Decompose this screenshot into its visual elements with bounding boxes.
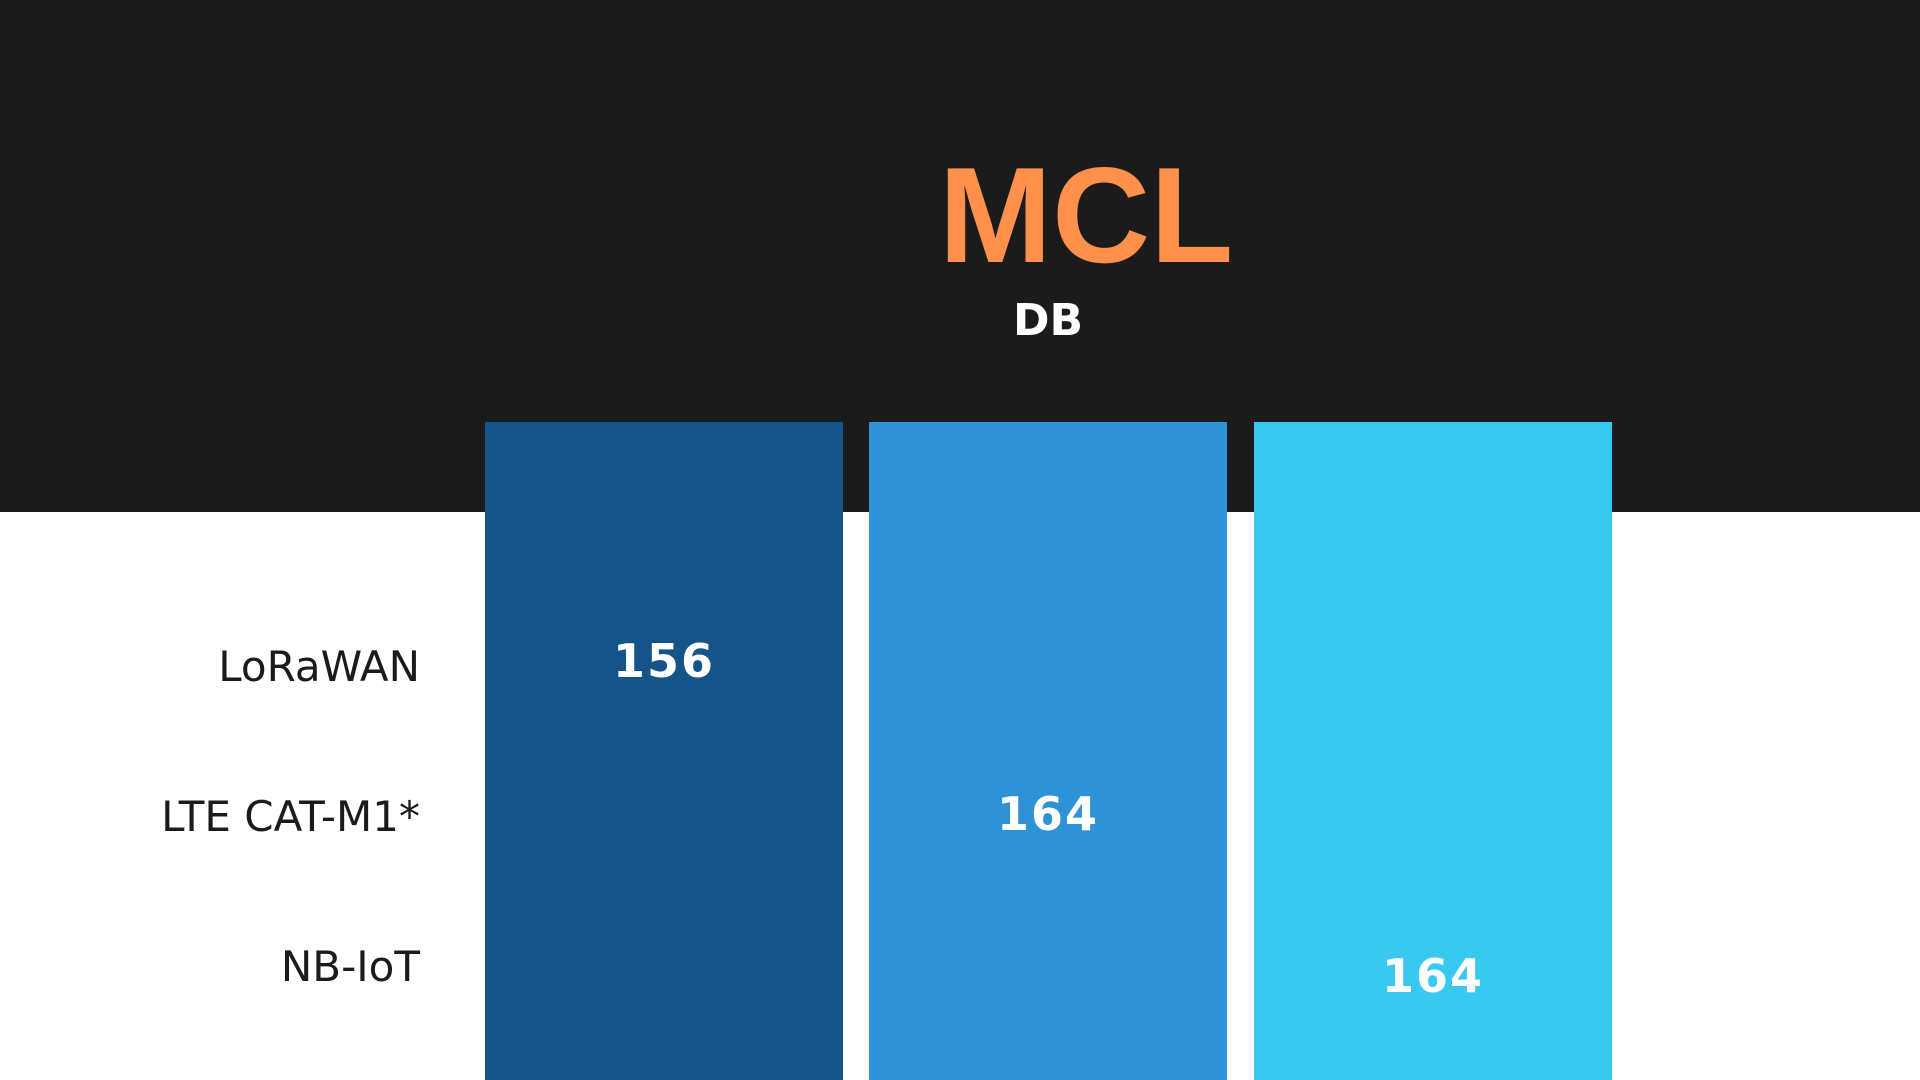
title: MCL xyxy=(938,139,1234,291)
column xyxy=(869,422,1227,1080)
row-label: LoRaWAN xyxy=(218,642,420,691)
row-label: NB-IoT xyxy=(280,942,420,991)
column xyxy=(485,422,843,1080)
value-text: 156 xyxy=(612,634,716,688)
row-label: LTE CAT-M1* xyxy=(161,792,420,841)
subtitle: DB xyxy=(1012,295,1084,346)
column xyxy=(1254,422,1612,1080)
value-text: 164 xyxy=(996,787,1100,841)
value-text: 164 xyxy=(1381,949,1485,1003)
